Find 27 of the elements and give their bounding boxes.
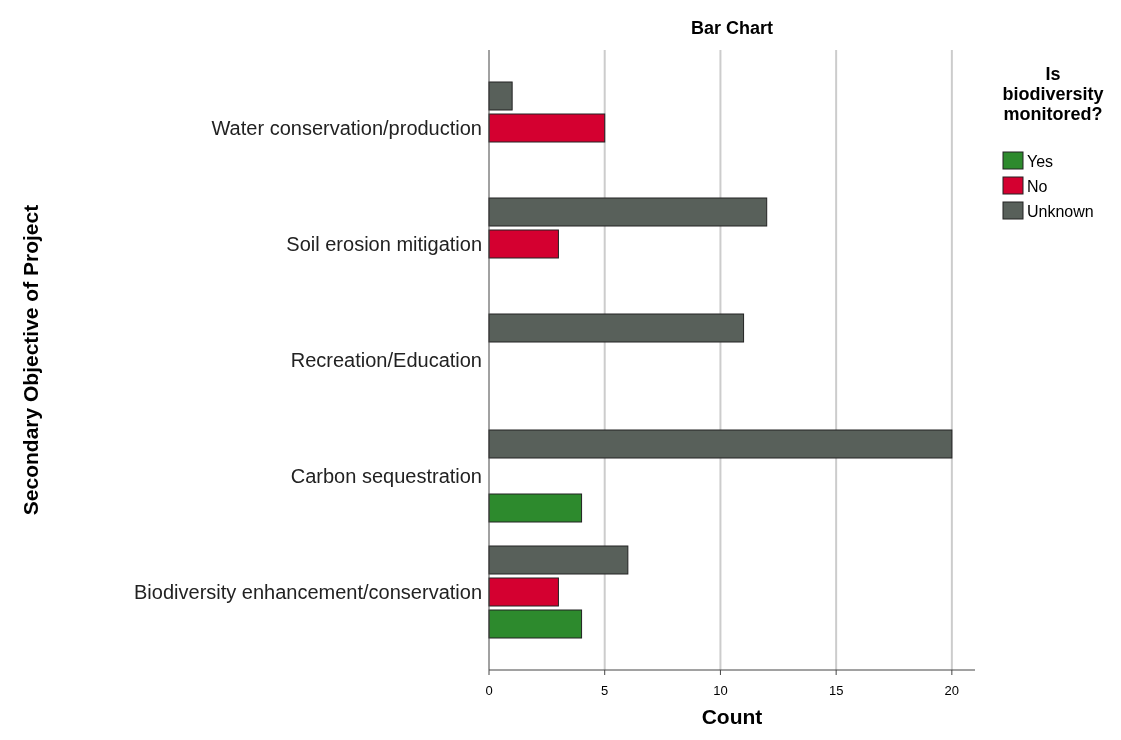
- x-tick-label: 5: [601, 683, 609, 698]
- legend-label: Yes: [1027, 153, 1054, 170]
- x-tick-label: 0: [485, 683, 493, 698]
- y-tick-label: Biodiversity enhancement/conservation: [134, 581, 482, 603]
- y-tick-label: Recreation/Education: [290, 349, 482, 371]
- bar: [488, 609, 583, 639]
- x-axis-title: Count: [701, 705, 763, 728]
- x-tick-label: 15: [828, 683, 844, 698]
- y-tick-label: Water conservation/production: [211, 117, 482, 139]
- x-tick-label: 10: [713, 683, 728, 698]
- y-axis-title: Secondary Objective of Project: [19, 204, 42, 516]
- bar: [488, 577, 559, 607]
- bar: [488, 313, 745, 343]
- bar: [488, 197, 768, 227]
- x-tick-label: 20: [944, 683, 960, 698]
- bar: [488, 493, 583, 523]
- bar: [488, 429, 953, 459]
- bar: [488, 81, 513, 111]
- legend-label: Unknown: [1027, 203, 1094, 220]
- legend-title: Is biodiversity monitored?: [1002, 64, 1104, 124]
- y-tick-label: Carbon sequestration: [290, 465, 482, 487]
- bar: [488, 113, 606, 143]
- bar: [488, 229, 559, 259]
- y-tick-label: Soil erosion mitigation: [286, 233, 482, 255]
- chart-title: Bar Chart: [690, 18, 774, 38]
- legend-label: No: [1027, 178, 1048, 195]
- bar: [488, 545, 629, 575]
